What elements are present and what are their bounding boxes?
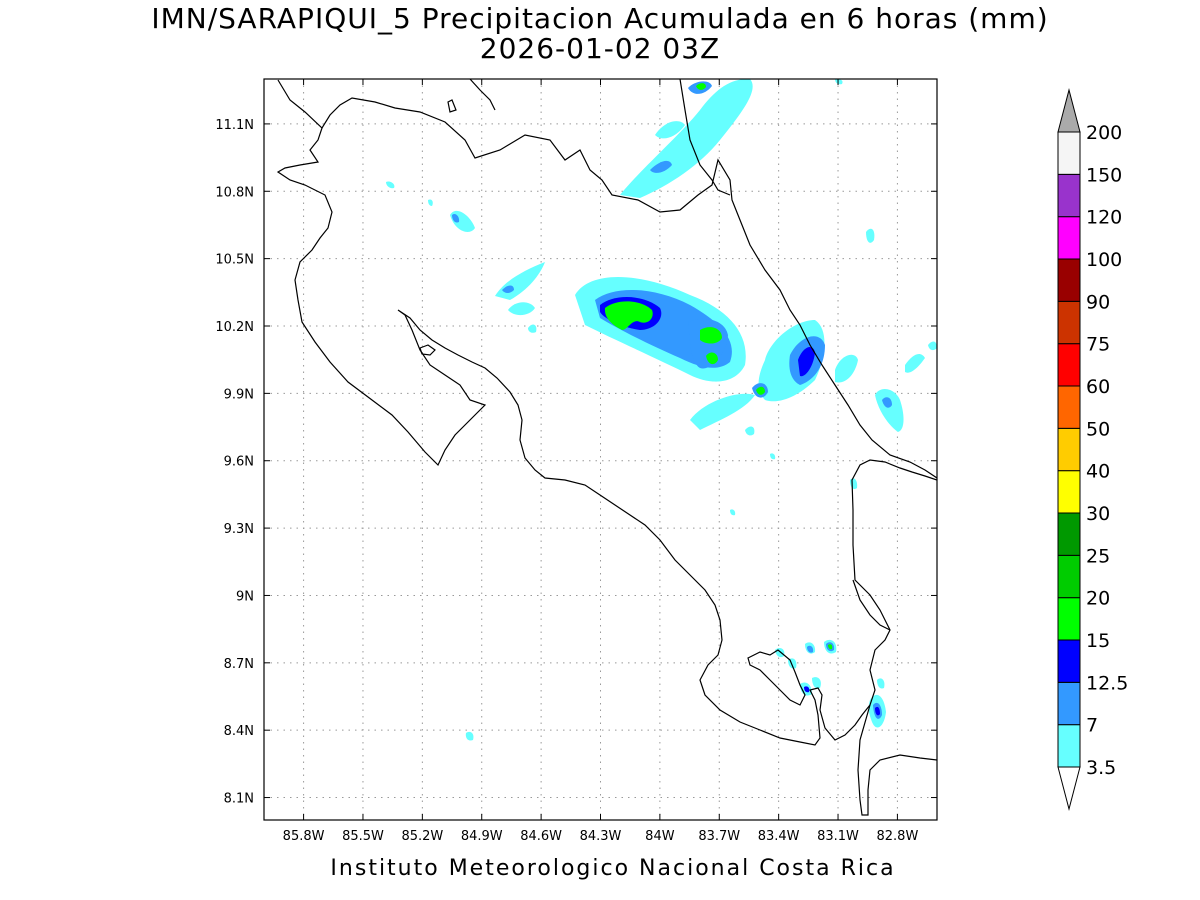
coastlines-and-borders — [276, 79, 937, 816]
colorbar-swatch — [1057, 554, 1081, 599]
rain-band-north — [620, 79, 875, 243]
lat-tick-label: 8.4N — [224, 724, 254, 739]
lat-tick-label: 9.3N — [224, 522, 254, 537]
colorbar-swatch — [1057, 173, 1081, 218]
map-subtitle-datetime: 2026-01-02 03Z — [479, 32, 721, 65]
colorbar-label: 90 — [1086, 291, 1110, 313]
lon-tick-label: 84.9W — [461, 829, 503, 844]
colorbar-swatch — [1057, 216, 1081, 260]
gridlines — [264, 79, 937, 820]
lon-tick-label: 83.1W — [817, 829, 859, 844]
colorbar-swatch — [1057, 724, 1081, 768]
colorbar-swatch — [1057, 512, 1081, 556]
lat-tick-label: 10.8N — [215, 185, 254, 200]
colorbar-swatch — [1057, 300, 1081, 345]
colorbar-label: 200 — [1086, 122, 1122, 144]
rain-scattered-northwest — [386, 181, 475, 741]
colorbar-swatch — [1057, 597, 1081, 641]
latitude-axis: 8.1N 8.4N 8.7N 9N 9.3N 9.6N 9.9N 10.2N 10.5N 10.8… — [215, 118, 937, 807]
colorbar-label: 100 — [1086, 249, 1122, 271]
colorbar-lower-arrow — [1057, 766, 1081, 811]
lon-tick-label: 84.6W — [520, 829, 562, 844]
lat-tick-label: 10.2N — [215, 320, 254, 335]
lat-tick-label: 9.9N — [224, 387, 254, 402]
longitude-axis: 85.8W 85.5W 85.2W 84.9W 84.6W 84.3W 84W 83.7W 83… — [283, 79, 919, 844]
lon-tick-label: 83.7W — [698, 829, 740, 844]
colorbar-label: 50 — [1086, 418, 1110, 440]
colorbar-label: 3.5 — [1086, 757, 1116, 779]
colorbar-label: 25 — [1086, 545, 1110, 567]
lon-tick-label: 85.8W — [283, 829, 325, 844]
lake-island — [447, 99, 457, 113]
nicaragua-north-coast — [469, 79, 496, 111]
colorbar-label: 60 — [1086, 376, 1110, 398]
lat-tick-label: 9N — [236, 589, 254, 604]
lat-tick-label: 8.7N — [224, 657, 254, 672]
precipitation-field — [386, 79, 937, 741]
nicaragua-border — [321, 97, 937, 479]
osa-peninsula — [747, 649, 806, 706]
lat-tick-label: 10.5N — [215, 253, 254, 268]
colorbar-label: 12.5 — [1086, 672, 1128, 694]
lat-tick-label: 8.1N — [224, 792, 254, 807]
map-title: IMN/SARAPIQUI_5 Precipitacion Acumulada … — [151, 2, 1049, 35]
lon-tick-label: 83.4W — [758, 829, 800, 844]
lon-tick-label: 84W — [645, 829, 675, 844]
lon-tick-label: 85.2W — [401, 829, 443, 844]
colorbar-swatch — [1057, 385, 1081, 429]
colorbar-label: 40 — [1086, 461, 1110, 483]
colorbar-label: 15 — [1086, 630, 1110, 652]
colorbar-swatch — [1057, 131, 1081, 175]
colorbar-label: 20 — [1086, 588, 1110, 610]
rain-band-central — [495, 262, 746, 382]
colorbar-label: 120 — [1086, 207, 1122, 229]
colorbar-label: 150 — [1086, 164, 1122, 186]
colorbar-label: 30 — [1086, 503, 1110, 525]
colorbar-legend: 3.5 7 12.5 15 20 25 30 40 50 60 75 90 100 120 150 200 — [1057, 88, 1128, 811]
colorbar-upper-arrow — [1057, 88, 1081, 133]
colorbar-swatch — [1057, 681, 1081, 726]
nicoya-lake — [419, 344, 436, 356]
lon-tick-label: 84.3W — [580, 829, 622, 844]
caribbean-coast-north — [679, 79, 731, 196]
panama-border — [852, 579, 937, 816]
colorbar-swatch — [1057, 470, 1081, 514]
colorbar-swatch — [1057, 258, 1081, 302]
rain-scattered-south — [730, 453, 886, 728]
colorbar-label: 7 — [1086, 715, 1098, 737]
lon-tick-label: 85.5W — [342, 829, 384, 844]
costa-rica-outline — [276, 79, 937, 746]
colorbar-label: 75 — [1086, 334, 1110, 356]
colorbar-swatch — [1057, 343, 1081, 387]
colorbar-swatch — [1057, 639, 1081, 683]
lat-tick-label: 11.1N — [215, 118, 254, 133]
colorbar-swatch — [1057, 427, 1081, 472]
footer-credit: Instituto Meteorologico Nacional Costa R… — [330, 856, 896, 881]
lon-tick-label: 82.8W — [877, 829, 919, 844]
lat-tick-label: 9.6N — [224, 455, 254, 470]
